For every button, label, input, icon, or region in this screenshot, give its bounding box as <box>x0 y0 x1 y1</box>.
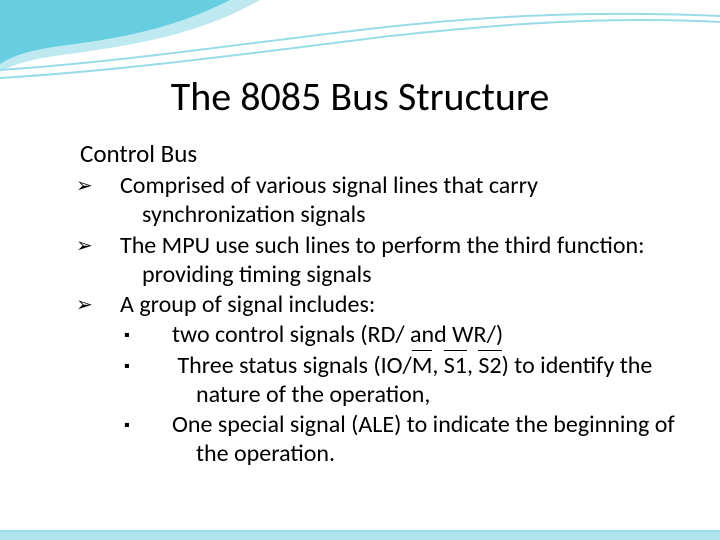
slide-title: The 8085 Bus Structure <box>0 72 720 121</box>
wave-primary-fill <box>0 0 230 64</box>
wave-curve-1 <box>0 14 720 70</box>
signal-io-m: IO/M <box>381 350 433 380</box>
signal-s1: S1 <box>444 350 467 380</box>
slide-content: Control Bus Comprised of various signal … <box>80 138 680 470</box>
bullet-lvl1: The MPU use such lines to perform the th… <box>120 231 680 290</box>
signal-s2: S2 <box>478 350 501 380</box>
bullet-lvl2: One special signal (ALE) to indicate the… <box>172 410 680 469</box>
bullet-lvl2: two control signals (RD/ and WR/) <box>172 320 680 349</box>
wave-curve-2 <box>0 20 720 78</box>
content-subhead: Control Bus <box>80 138 680 169</box>
bullet-lvl1: A group of signal includes: <box>120 290 680 319</box>
text-fragment: Three status signals ( <box>177 351 380 380</box>
bullet-lvl1: Comprised of various signal lines that c… <box>120 171 680 230</box>
bullet-lvl2: Three status signals (IO/M, S1, S2) to i… <box>172 351 680 410</box>
wave-light-fill <box>0 0 260 72</box>
bottom-accent-bar <box>0 530 720 540</box>
